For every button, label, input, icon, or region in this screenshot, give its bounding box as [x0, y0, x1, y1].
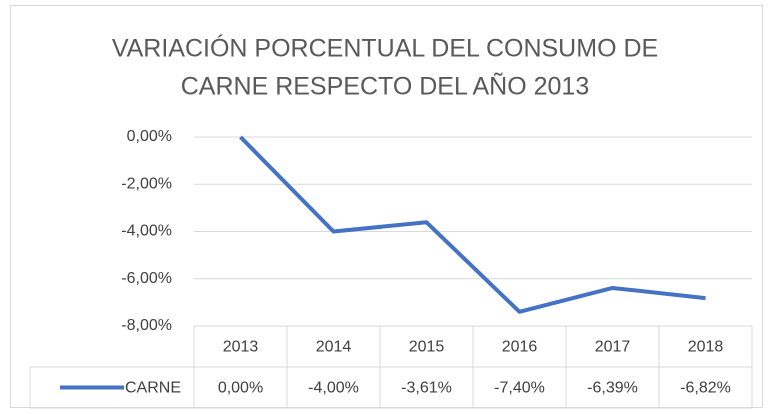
y-tick-label: 0,00%	[127, 128, 172, 145]
x-tick-label: 2015	[409, 339, 445, 356]
x-tick-label: 2013	[223, 339, 259, 356]
table-value: -6,39%	[587, 380, 638, 397]
y-tick-label: -2,00%	[121, 175, 172, 192]
chart-border	[10, 5, 763, 408]
y-tick-label: -4,00%	[121, 223, 172, 240]
series-line	[239, 135, 706, 314]
legend-label: CARNE	[125, 380, 181, 397]
table-value: -4,00%	[308, 380, 359, 397]
table-value: -7,40%	[494, 380, 545, 397]
table-value: -6,82%	[680, 380, 731, 397]
chart-title: CARNE RESPECTO DEL AÑO 2013	[181, 72, 589, 101]
x-tick-label: 2017	[595, 339, 631, 356]
y-tick-label: -6,00%	[121, 270, 172, 287]
x-tick-label: 2016	[502, 339, 538, 356]
table-value: 0,00%	[218, 380, 263, 397]
y-tick-label: -8,00%	[121, 317, 172, 334]
table-value: -3,61%	[401, 380, 452, 397]
chart-title: VARIACIÓN PORCENTUAL DEL CONSUMO DE	[112, 34, 658, 63]
x-tick-label: 2018	[688, 339, 724, 356]
x-tick-label: 2014	[316, 339, 352, 356]
